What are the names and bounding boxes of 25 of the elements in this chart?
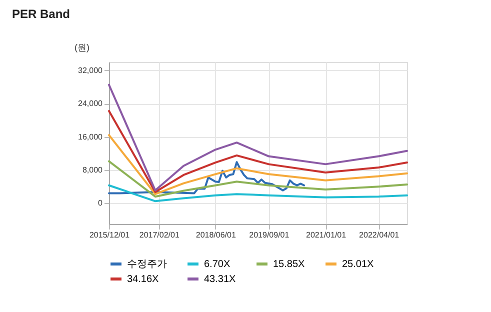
x-tick-label: 2017/02/01 xyxy=(139,230,180,240)
legend-label: 15.85X xyxy=(273,259,306,270)
line-series xyxy=(108,110,408,194)
y-tick-label: 24,000 xyxy=(78,99,104,108)
y-tick-label: 0 xyxy=(98,198,104,208)
y-axis-title: (원) xyxy=(74,42,90,52)
line-series xyxy=(108,184,408,202)
legend-label: 25.01X xyxy=(342,259,374,270)
y-tick-label: 16,000 xyxy=(78,132,104,142)
legend-label: 수정주가 xyxy=(127,259,167,270)
legend-label: 34.16X xyxy=(127,274,160,285)
line-series xyxy=(108,84,408,192)
x-tick-label: 2015/12/01 xyxy=(89,230,130,240)
y-tick-label: 8,000 xyxy=(82,166,104,174)
line-series xyxy=(108,160,408,198)
line-series xyxy=(108,134,408,196)
x-tick-label: 2022/04/01 xyxy=(359,230,400,240)
chart-title: PER Band xyxy=(12,7,70,21)
legend-label: 6.70X xyxy=(204,259,230,270)
line-series xyxy=(108,161,306,194)
y-tick-label: 32,000 xyxy=(78,66,104,75)
x-tick-label: 2018/06/01 xyxy=(196,230,236,240)
x-tick-label: 2019/09/01 xyxy=(249,230,290,240)
x-tick-label: 2021/01/01 xyxy=(306,230,347,240)
legend-label: 43.31X xyxy=(204,274,236,285)
